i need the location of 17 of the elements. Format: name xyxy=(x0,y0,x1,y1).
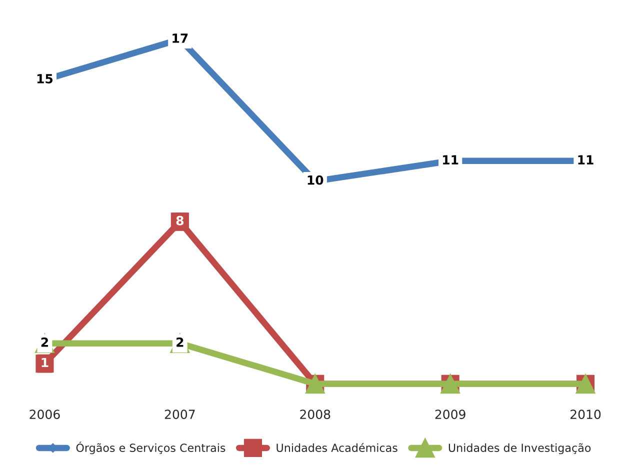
data-label: 17 xyxy=(172,34,188,43)
data-label: 2 xyxy=(41,338,48,347)
data-label: 2 xyxy=(176,338,184,347)
data-label: 15 xyxy=(37,74,53,84)
data-label: 8 xyxy=(176,216,184,226)
x-tick-label: 2010 xyxy=(570,410,601,420)
data-label: 10 xyxy=(308,175,324,185)
x-tick-label: 2009 xyxy=(435,410,466,420)
legend-label: Órgãos e Serviços Centrais xyxy=(76,442,226,454)
legend-label: Unidades Académicas xyxy=(276,442,398,452)
data-label: 11 xyxy=(443,155,458,164)
legend-label: Unidades de Investigação xyxy=(448,443,591,454)
data-label: 1 xyxy=(42,358,48,368)
data-label: 11 xyxy=(578,155,594,164)
x-tick-label: 2008 xyxy=(300,410,330,420)
x-tick-label: 2006 xyxy=(30,410,60,420)
x-tick-label: 2007 xyxy=(164,410,195,420)
